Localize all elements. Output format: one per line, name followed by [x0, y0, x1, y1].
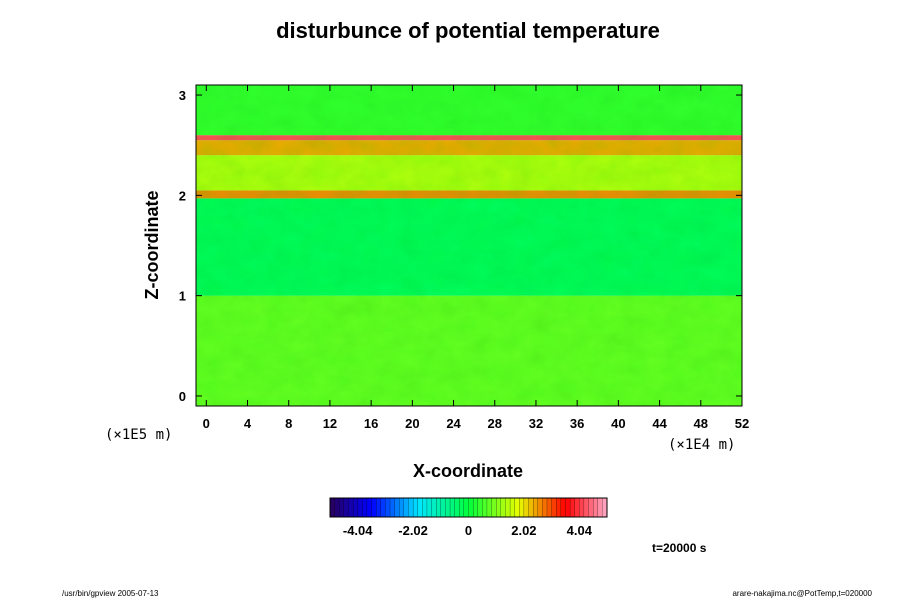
colorbar-cell [385, 497, 391, 518]
colorbar-cell [389, 497, 396, 518]
colorbar-cell [500, 497, 506, 518]
x-tick-label: 28 [488, 416, 502, 431]
colorbar-cell [408, 497, 414, 518]
colorbar-cell [528, 497, 534, 518]
colorbar-ticks: -4.04 -2.02 0 2.02 4.04 [343, 523, 593, 538]
colorbar-cell [422, 497, 428, 518]
chart-title: disturbunce of potential temperature [276, 18, 660, 43]
x-tick-label: 12 [323, 416, 337, 431]
x-tick-label: 4 [244, 416, 252, 431]
colorbar-cell [509, 497, 516, 518]
colorbar-cell [454, 497, 460, 518]
colorbar-cell [445, 497, 451, 518]
colorbar-cell [431, 497, 437, 518]
x-tick-label: 36 [570, 416, 584, 431]
colorbar-cell [412, 497, 419, 518]
y-axis-label: Z-coordinate [142, 190, 162, 299]
plot-frame [195, 84, 743, 407]
colorbar-cell [542, 497, 548, 518]
turbulence-texture [196, 85, 742, 406]
colorbar-cell [339, 497, 345, 518]
colorbar-tick-label: -4.04 [343, 523, 373, 538]
colorbar-cell [394, 497, 400, 518]
colorbar-cell [352, 497, 359, 518]
colorbar-cell [597, 497, 603, 518]
colorbar-cell [371, 497, 377, 518]
x-tick-label: 44 [652, 416, 667, 431]
colorbar-cell [574, 497, 580, 518]
colorbar-cell [551, 497, 557, 518]
x-tick-label: 48 [694, 416, 708, 431]
x-unit-label: (×1E4 m) [668, 437, 735, 453]
x-tick-label: 16 [364, 416, 378, 431]
colorbar-cell [514, 497, 520, 518]
y-tick-label: 0 [179, 389, 186, 404]
colorbar-cell [523, 497, 529, 518]
x-tick-label: 0 [203, 416, 210, 431]
x-tick-label: 8 [285, 416, 292, 431]
colorbar-cell [343, 497, 349, 518]
x-axis-label: X-coordinate [413, 461, 523, 481]
footer-right: arare-nakajima.nc@PotTemp,t=020000 [732, 589, 872, 598]
colorbar-cell [496, 497, 502, 518]
colorbar-cell [440, 497, 446, 518]
colorbar-cell [376, 497, 382, 518]
colorbar-cell [380, 497, 386, 518]
colorbar-cell [560, 497, 566, 518]
colorbar-cell [417, 497, 423, 518]
colorbar-cell [399, 497, 405, 518]
time-annotation: t=20000 s [652, 541, 707, 555]
colorbar-cell [486, 497, 493, 518]
colorbar-cell [546, 497, 553, 518]
colorbar-cell [477, 497, 483, 518]
colorbar [329, 497, 608, 518]
colorbar-cell [366, 497, 372, 518]
x-tick-label: 52 [735, 416, 749, 431]
colorbar-cell [588, 497, 594, 518]
colorbar-cell [519, 497, 525, 518]
colorbar-cell [583, 497, 589, 518]
x-axis: 0 4 8 12 16 20 24 28 32 36 40 44 48 52 [203, 85, 749, 431]
colorbar-cell [537, 497, 543, 518]
y-tick-label: 3 [179, 88, 186, 103]
y-unit-label: (×1E5 m) [105, 427, 172, 443]
colorbar-cell [482, 497, 488, 518]
colorbar-cell [329, 497, 336, 518]
colorbar-cell [593, 497, 599, 518]
colorbar-cell [468, 497, 474, 518]
x-tick-label: 32 [529, 416, 543, 431]
colorbar-cell [463, 497, 469, 518]
colorbar-cell [348, 497, 354, 518]
colorbar-cell [357, 497, 363, 518]
colorbar-cell [449, 497, 456, 518]
colorbar-cell [505, 497, 511, 518]
colorbar-cell [362, 497, 368, 518]
x-tick-label: 20 [405, 416, 419, 431]
y-tick-label: 1 [179, 289, 186, 304]
colorbar-tick-label: 4.04 [567, 523, 593, 538]
colorbar-cell [472, 497, 479, 518]
colorbar-cell [565, 497, 571, 518]
colorbar-cell [426, 497, 432, 518]
y-tick-label: 2 [179, 188, 186, 203]
colorbar-tick-label: 2.02 [511, 523, 536, 538]
colorbar-cell [491, 497, 497, 518]
colorbar-cell [533, 497, 539, 518]
colorbar-cell [436, 497, 442, 518]
x-tick-label: 24 [446, 416, 461, 431]
colorbar-cell [556, 497, 562, 518]
colorbar-tick-label: 0 [465, 523, 472, 538]
colorbar-frame [329, 497, 608, 518]
x-tick-label: 40 [611, 416, 625, 431]
colorbar-cell [569, 497, 576, 518]
colorbar-cell [579, 497, 585, 518]
colorbar-cell [459, 497, 465, 518]
y-axis: 0 1 2 3 [179, 88, 742, 404]
colorbar-cell [403, 497, 409, 518]
footer-left: /usr/bin/gpview 2005-07-13 [62, 589, 159, 598]
colorbar-cell [334, 497, 340, 518]
colorbar-tick-label: -2.02 [398, 523, 428, 538]
